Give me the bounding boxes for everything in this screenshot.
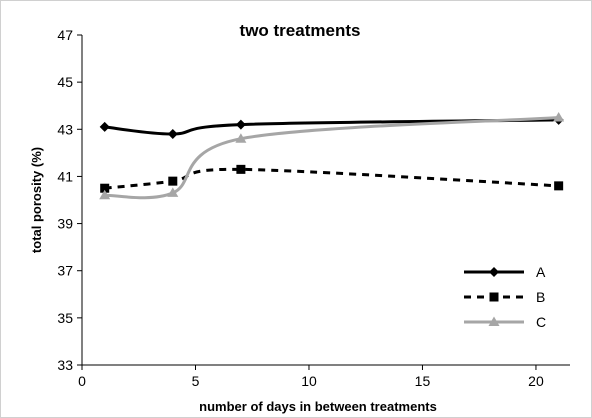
legend-item-b: B — [464, 289, 545, 305]
x-tick-label: 0 — [78, 373, 86, 389]
series-b — [100, 164, 564, 193]
y-tick-label: 35 — [57, 310, 73, 326]
y-tick-label: 43 — [57, 121, 73, 137]
y-tick-label: 37 — [57, 263, 73, 279]
legend-item-a: A — [464, 264, 546, 280]
data-point-c — [553, 112, 565, 122]
data-point-a — [167, 129, 178, 139]
legend-marker-a — [489, 267, 499, 277]
data-point-c — [99, 189, 111, 200]
y-tick-label: 41 — [57, 168, 73, 184]
legend-label-b: B — [536, 289, 545, 305]
data-point-b — [554, 181, 564, 191]
series-line-b — [104, 167, 559, 190]
x-tick-label: 15 — [415, 373, 431, 389]
data-point-c — [235, 133, 247, 143]
legend-label-a: A — [536, 264, 546, 280]
x-tick-label: 5 — [192, 373, 200, 389]
data-point-a — [99, 121, 110, 132]
data-point-a — [235, 119, 246, 130]
legend-label-c: C — [536, 314, 546, 330]
axes — [77, 34, 570, 370]
series-lines — [99, 112, 565, 200]
legend-marker-c — [488, 316, 500, 326]
y-tick-label: 33 — [57, 357, 73, 373]
tick-labels: 33 35 37 39 41 43 45 47 0 5 10 15 20 — [57, 27, 544, 389]
series-line-c — [104, 116, 559, 200]
y-tick-label: 47 — [57, 27, 73, 43]
x-tick-label: 10 — [301, 373, 317, 389]
y-tick-label: 39 — [57, 216, 73, 232]
chart-title: two treatments — [240, 21, 361, 40]
y-axis-label: total porosity (%) — [29, 147, 44, 253]
x-tick-label: 20 — [528, 373, 544, 389]
y-tick-label: 45 — [57, 74, 73, 90]
legend-item-c: C — [464, 314, 546, 330]
legend-marker-b — [489, 292, 499, 302]
data-point-c — [167, 187, 179, 197]
x-axis-label: number of days in between treatments — [199, 399, 437, 414]
data-point-b — [100, 183, 110, 193]
series-c — [99, 112, 565, 200]
data-point-b — [236, 164, 246, 174]
legend: ABC — [464, 264, 546, 330]
data-point-b — [168, 176, 178, 186]
series-a — [99, 114, 564, 139]
